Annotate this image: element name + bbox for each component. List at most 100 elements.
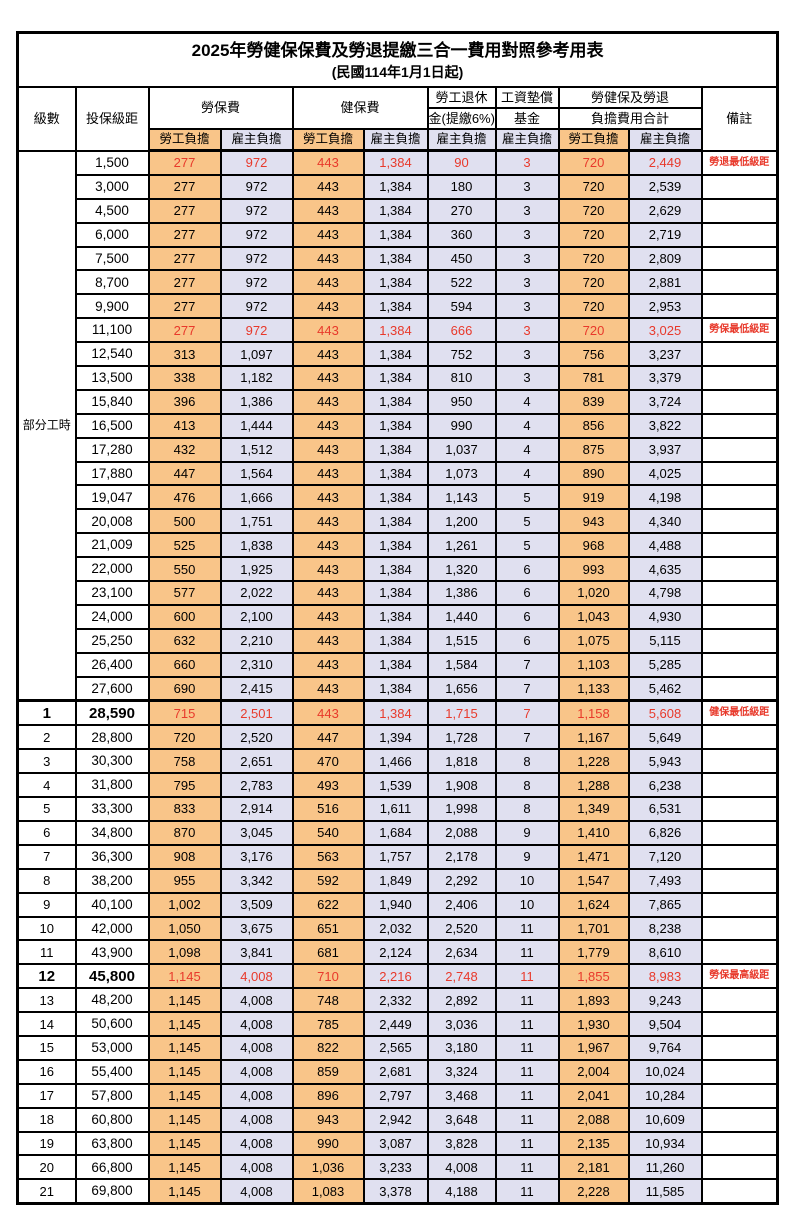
table-row: 部分工時 1,500 277 972 443 1,384 90 3 720 2,449 勞退最低級距	[16, 149, 779, 702]
bracket-cell: 21,009	[74, 532, 150, 559]
value-cell: 11	[494, 987, 560, 1014]
value-cell: 2,539	[627, 173, 703, 200]
level-cell: 4	[16, 772, 77, 799]
bracket-cell: 3,000	[74, 173, 150, 200]
value-cell: 9,764	[627, 1034, 703, 1061]
value-cell: 2,797	[362, 1082, 429, 1109]
value-cell: 1,002	[147, 891, 222, 918]
value-cell: 277	[147, 173, 222, 200]
bracket-cell: 43,900	[74, 939, 150, 966]
value-cell: 710	[291, 963, 365, 990]
bracket-cell: 28,800	[74, 724, 150, 751]
value-cell: 972	[219, 245, 294, 272]
value-cell: 443	[291, 149, 365, 176]
bracket-cell: 26,400	[74, 651, 150, 678]
value-cell: 2,216	[362, 963, 429, 990]
bracket-cell: 31,800	[74, 772, 150, 799]
value-cell: 277	[147, 149, 222, 176]
value-cell: 1,384	[362, 436, 429, 463]
value-cell: 4,008	[219, 1154, 294, 1181]
value-cell: 443	[291, 556, 365, 583]
value-cell: 7	[494, 651, 560, 678]
value-cell: 2,809	[627, 245, 703, 272]
table-row: 20,008 500 1,751 443 1,384 1,200 5 943 4,340	[18, 508, 779, 535]
value-cell: 681	[291, 939, 365, 966]
value-cell: 1,158	[557, 699, 630, 727]
value-cell: 720	[557, 173, 630, 200]
bracket-cell: 33,300	[74, 796, 150, 822]
subheader-total-employer: 雇主負擔	[627, 128, 703, 152]
value-cell: 3	[494, 365, 560, 391]
bracket-cell: 1,500	[74, 149, 150, 176]
table-row: 19,047 476 1,666 443 1,384 1,143 5 919 4,198	[18, 484, 779, 511]
value-cell: 7,865	[627, 891, 703, 918]
remark-cell	[700, 891, 779, 918]
header-row-3: 勞工負擔 雇主負擔 勞工負擔 雇主負擔 雇主負擔 雇主負擔 勞工負擔 雇主負擔	[18, 128, 778, 152]
value-cell: 577	[147, 580, 222, 606]
value-cell: 720	[557, 197, 630, 224]
value-cell: 11	[494, 1178, 560, 1205]
value-cell: 2,178	[426, 843, 497, 870]
value-cell: 1,515	[426, 627, 497, 654]
bracket-cell: 48,200	[74, 987, 150, 1014]
value-cell: 443	[291, 245, 365, 272]
bracket-cell: 24,000	[74, 603, 150, 630]
value-cell: 972	[219, 197, 294, 224]
remark-cell	[700, 197, 779, 224]
value-cell: 3	[494, 245, 560, 272]
value-cell: 859	[291, 1058, 365, 1085]
value-cell: 443	[291, 627, 365, 654]
value-cell: 516	[291, 796, 365, 822]
value-cell: 2,181	[557, 1154, 630, 1181]
value-cell: 10	[494, 891, 560, 918]
value-cell: 1,471	[557, 843, 630, 870]
table-row: 3 30,300 758 2,651 470 1,466 1,818 8 1,228 5,943	[16, 748, 779, 775]
header-total-line1: 勞健保及勞退	[557, 86, 703, 109]
value-cell: 450	[426, 245, 497, 272]
level-cell: 11	[16, 939, 77, 966]
remark-cell	[700, 436, 779, 463]
value-cell: 1,050	[147, 915, 222, 942]
value-cell: 1,288	[557, 772, 630, 799]
value-cell: 1,037	[426, 436, 497, 463]
remark-cell	[700, 412, 779, 439]
value-cell: 1,145	[147, 963, 222, 990]
value-cell: 890	[557, 460, 630, 487]
value-cell: 2,719	[627, 221, 703, 248]
value-cell: 1,728	[426, 724, 497, 751]
remark-cell	[700, 748, 779, 775]
value-cell: 11	[494, 963, 560, 990]
remark-cell	[700, 556, 779, 583]
subheader-labor-employer: 雇主負擔	[219, 128, 294, 152]
value-cell: 1,757	[362, 843, 429, 870]
premium-reference-sheet: 2025年勞健保保費及勞退提繳三合一費用對照參考用表 (民國114年1月1日起)…	[16, 31, 780, 1205]
value-cell: 968	[557, 532, 630, 559]
value-cell: 955	[147, 867, 222, 894]
bracket-cell: 22,000	[74, 556, 150, 583]
bracket-cell: 19,047	[74, 484, 150, 511]
value-cell: 833	[147, 796, 222, 822]
value-cell: 6	[494, 603, 560, 630]
value-cell: 3,724	[627, 388, 703, 415]
value-cell: 1,386	[426, 580, 497, 606]
value-cell: 6,531	[627, 796, 703, 822]
value-cell: 500	[147, 508, 222, 535]
value-cell: 1,145	[147, 1154, 222, 1181]
remark-cell	[700, 724, 779, 751]
level-cell: 19	[16, 1130, 77, 1157]
remark-cell	[700, 867, 779, 894]
value-cell: 4,488	[627, 532, 703, 559]
subheader-total-employee: 勞工負擔	[557, 128, 630, 152]
value-cell: 8	[494, 796, 560, 822]
value-cell: 1,855	[557, 963, 630, 990]
value-cell: 1,145	[147, 1011, 222, 1037]
value-cell: 5,649	[627, 724, 703, 751]
bracket-cell: 34,800	[74, 819, 150, 846]
remark-cell	[700, 508, 779, 535]
table-row: 26,400 660 2,310 443 1,384 1,584 7 1,103 5,285	[18, 651, 779, 678]
remark-cell	[700, 293, 779, 320]
value-cell: 720	[557, 317, 630, 344]
remark-cell	[700, 341, 779, 368]
value-cell: 3,828	[426, 1130, 497, 1157]
bracket-cell: 23,100	[74, 580, 150, 606]
